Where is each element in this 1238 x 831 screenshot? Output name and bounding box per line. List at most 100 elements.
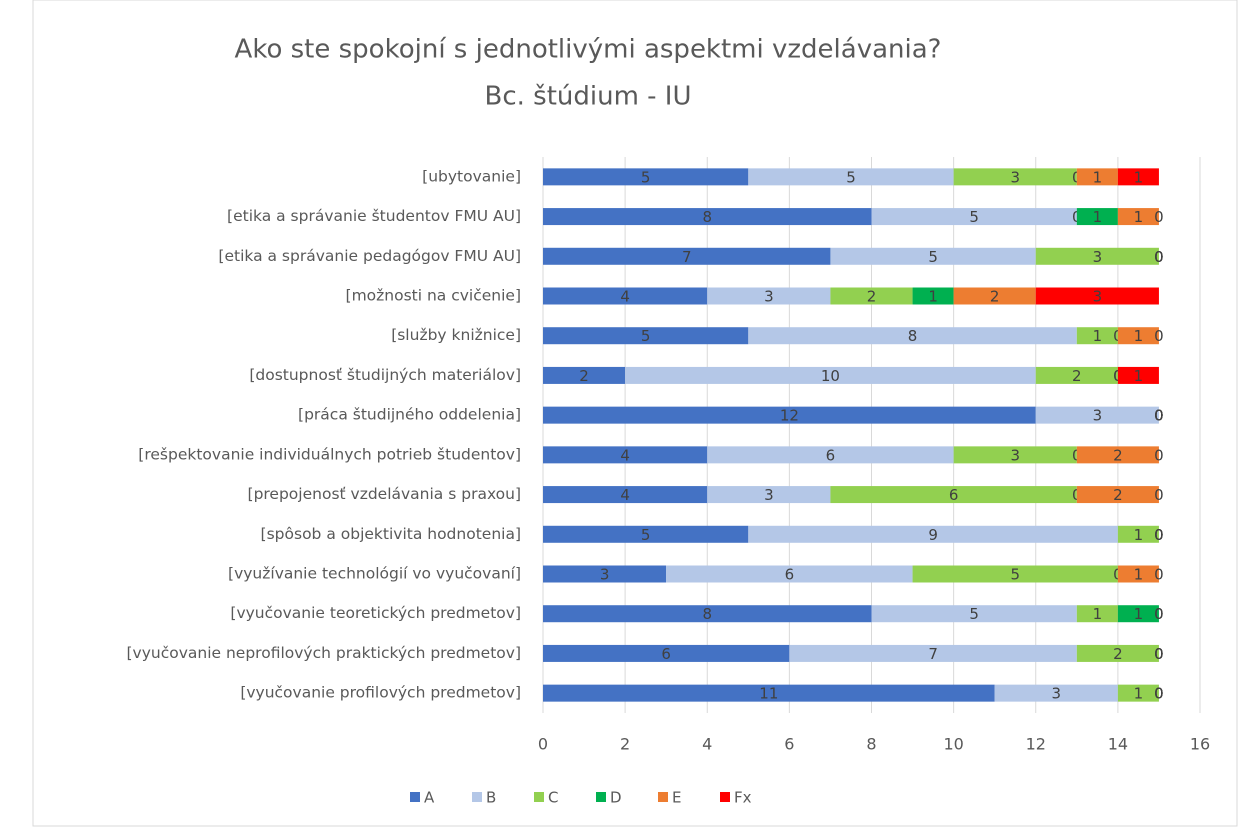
data-label: 0 bbox=[1154, 526, 1164, 544]
bar-segment bbox=[830, 287, 913, 305]
data-label: 0 bbox=[1154, 566, 1164, 584]
x-tick-label: 4 bbox=[702, 735, 712, 754]
bar-segment bbox=[543, 247, 831, 265]
bar-segment bbox=[543, 287, 708, 305]
bar-segment bbox=[1035, 366, 1118, 384]
legend-swatch bbox=[534, 792, 544, 802]
data-label: 1 bbox=[1134, 526, 1144, 544]
bar-segment bbox=[1076, 605, 1118, 623]
category-label: [vyučovanie profilových predmetov] bbox=[240, 684, 521, 702]
data-label: 7 bbox=[682, 248, 692, 266]
data-label: 0 bbox=[1154, 685, 1164, 703]
data-label: 8 bbox=[702, 208, 712, 226]
bar-segment bbox=[707, 446, 954, 464]
legend-swatch bbox=[720, 792, 730, 802]
category-label: [využívanie technológií vo vyučovaní] bbox=[228, 565, 521, 583]
bar-segment bbox=[748, 327, 1077, 345]
bar-segment bbox=[1117, 327, 1159, 345]
data-label: 6 bbox=[785, 566, 795, 584]
bar-segment bbox=[1076, 168, 1118, 186]
data-label: 0 bbox=[1154, 248, 1164, 266]
legend-swatch bbox=[410, 792, 420, 802]
x-tick-label: 0 bbox=[538, 735, 548, 754]
data-label: 2 bbox=[1113, 645, 1123, 663]
data-label: 0 bbox=[1154, 605, 1164, 623]
data-label: 5 bbox=[969, 605, 979, 623]
data-label: 2 bbox=[990, 288, 1000, 306]
data-label: 11 bbox=[759, 685, 778, 703]
bar-segment bbox=[543, 168, 749, 186]
x-tick-label: 14 bbox=[1108, 735, 1128, 754]
bar-segment bbox=[1076, 327, 1118, 345]
data-label: 3 bbox=[1010, 168, 1020, 186]
bar-segment bbox=[953, 168, 1077, 186]
chart-title: Ako ste spokojní s jednotlivými aspektmi… bbox=[235, 35, 942, 65]
bar-segment bbox=[994, 684, 1118, 702]
x-tick-label: 16 bbox=[1190, 735, 1210, 754]
bar-segment bbox=[912, 287, 954, 305]
bar-segment bbox=[1117, 605, 1159, 623]
data-label: 1 bbox=[1093, 168, 1103, 186]
x-tick-label: 2 bbox=[620, 735, 630, 754]
bar-segment bbox=[748, 525, 1118, 543]
data-label: 4 bbox=[620, 486, 630, 504]
bar-segment bbox=[1076, 486, 1159, 504]
data-label: 5 bbox=[969, 208, 979, 226]
category-label: [služby knižnice] bbox=[391, 326, 521, 344]
data-label: 2 bbox=[867, 288, 877, 306]
legend-label: E bbox=[672, 789, 681, 807]
data-label: 0 bbox=[1154, 685, 1164, 703]
category-label: [vyučovanie teoretických predmetov] bbox=[230, 604, 521, 622]
category-label: [etika a správanie pedagógov FMU AU] bbox=[218, 247, 521, 265]
data-label: 0 bbox=[1154, 645, 1164, 663]
data-label: 5 bbox=[928, 248, 938, 266]
data-label: 3 bbox=[1093, 407, 1103, 425]
category-label: [rešpektovanie individuálnych potrieb št… bbox=[138, 445, 521, 463]
data-label: 1 bbox=[1134, 566, 1144, 584]
x-tick-label: 12 bbox=[1026, 735, 1046, 754]
data-label: 3 bbox=[1093, 248, 1103, 266]
x-tick-label: 8 bbox=[866, 735, 876, 754]
legend-swatch bbox=[658, 792, 668, 802]
x-tick-label: 10 bbox=[943, 735, 963, 754]
data-label: 2 bbox=[579, 367, 589, 385]
category-label: [vyučovanie neprofilových praktických pr… bbox=[127, 644, 522, 662]
data-label: 9 bbox=[928, 526, 938, 544]
legend-swatch bbox=[596, 792, 606, 802]
data-label: 0 bbox=[1154, 685, 1164, 703]
bar-segment bbox=[543, 208, 872, 226]
data-label: 1 bbox=[1093, 327, 1103, 345]
data-label: 6 bbox=[661, 645, 671, 663]
data-label: 3 bbox=[764, 486, 774, 504]
legend-label: D bbox=[610, 789, 622, 807]
bar-segment bbox=[707, 486, 831, 504]
data-label: 0 bbox=[1154, 526, 1164, 544]
data-label: 1 bbox=[1134, 685, 1144, 703]
legend-swatch bbox=[472, 792, 482, 802]
data-label: 8 bbox=[702, 605, 712, 623]
bar-segment bbox=[625, 366, 1036, 384]
data-label: 1 bbox=[928, 288, 938, 306]
data-label: 4 bbox=[620, 446, 630, 464]
data-label: 3 bbox=[1052, 685, 1062, 703]
data-label: 0 bbox=[1154, 526, 1164, 544]
data-label: 2 bbox=[1113, 486, 1123, 504]
data-label: 3 bbox=[600, 566, 610, 584]
bar-segment bbox=[1117, 684, 1159, 702]
bar-segment bbox=[543, 327, 749, 345]
data-label: 0 bbox=[1154, 486, 1164, 504]
legend-label: A bbox=[424, 789, 435, 807]
data-label: 0 bbox=[1154, 407, 1164, 425]
data-label: 1 bbox=[1093, 605, 1103, 623]
data-label: 1 bbox=[1093, 208, 1103, 226]
data-label: 0 bbox=[1154, 645, 1164, 663]
data-label: 3 bbox=[764, 288, 774, 306]
data-label: 0 bbox=[1154, 407, 1164, 425]
bar-segment bbox=[1117, 168, 1159, 186]
bar-segment bbox=[543, 605, 872, 623]
data-label: 0 bbox=[1154, 645, 1164, 663]
data-label: 1 bbox=[1134, 208, 1144, 226]
bar-segment bbox=[543, 684, 995, 702]
data-label: 1 bbox=[1134, 168, 1144, 186]
